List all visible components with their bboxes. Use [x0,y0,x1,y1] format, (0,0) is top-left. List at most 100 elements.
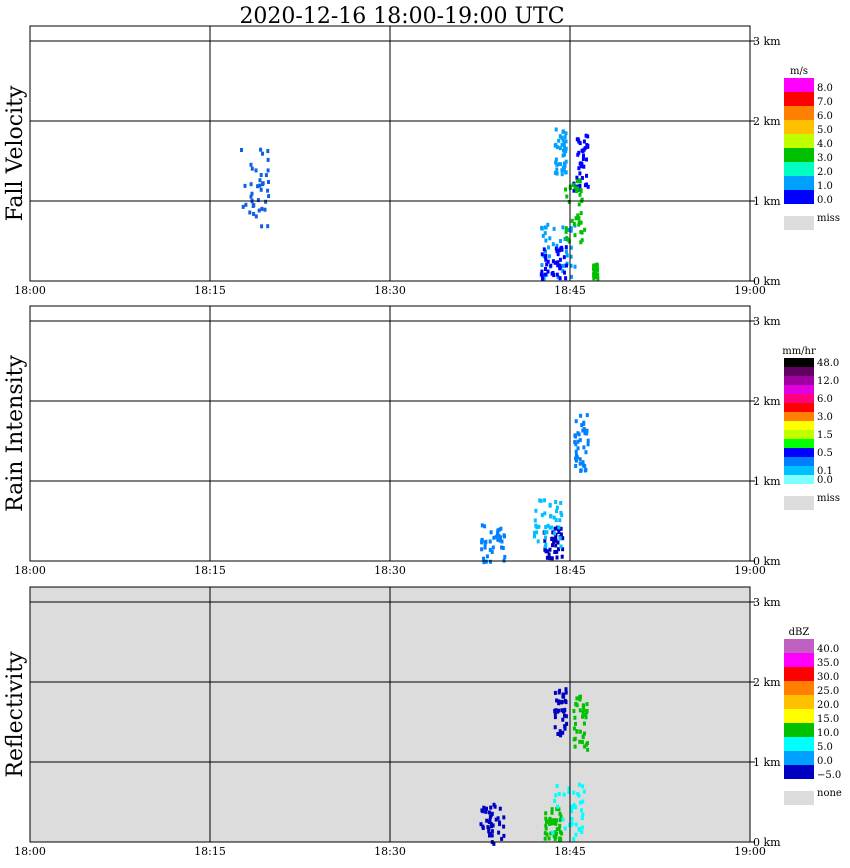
echo-cell [553,715,557,720]
echo-cell [260,224,264,229]
echo-cell [480,540,484,545]
echo-cell [564,245,568,250]
echo-cell [488,818,492,823]
echo-cell [554,518,558,523]
echo-cell [547,836,551,841]
echo-cell [483,524,487,529]
echo-cell [584,450,588,455]
echo-cell [572,709,576,713]
echo-cell [595,262,599,267]
echo-cell [543,272,547,277]
echo-cell [556,732,560,736]
echo-cluster [539,245,568,281]
echo-cell [555,272,559,277]
echo-cell [545,555,549,560]
colorbar-swatch [784,367,814,376]
colorbar-swatch [784,134,814,148]
echo-cell [563,270,566,275]
echo-cell [596,276,600,281]
echo-cell [574,419,578,424]
echo-cell [503,534,506,539]
echo-cluster [553,127,568,177]
echo-cell [266,157,270,162]
colorbar-missing-swatch [784,496,814,510]
echo-cell [480,808,484,813]
echo-cell [557,525,561,530]
colorbar-swatch [784,439,814,448]
echo-cell [582,789,586,794]
echo-cell [576,439,580,444]
echo-cell [554,142,558,147]
echo-cell [570,274,573,279]
echo-cell [558,811,562,816]
echo-cell [544,267,547,271]
echo-cell [592,263,596,268]
echo-cell [556,804,560,809]
echo-cell [488,810,491,815]
colorbar-label: 4.0 [817,139,833,150]
echo-cell [544,249,547,254]
colorbar-swatch [784,667,814,681]
echo-cell [544,826,548,831]
echo-cell [577,222,581,227]
echo-cell [580,808,583,813]
echo-cell [578,192,582,197]
echo-cell [554,708,558,713]
echo-cell [554,821,558,826]
echo-cell [573,185,577,190]
echo-cell [574,822,578,827]
echo-cell [554,127,558,132]
echo-cell [583,731,586,736]
echo-cell [558,265,562,270]
echo-cell [595,274,599,278]
echo-cell [488,547,492,552]
echo-cell [581,799,585,804]
echo-cell [254,214,258,219]
colorbar-label: 0.1 [817,466,833,477]
echo-cell [553,711,557,716]
echo-cell [502,833,506,838]
echo-cell [586,747,590,752]
echo-cell [578,782,581,787]
echo-cell [541,233,545,238]
echo-cell [560,172,564,177]
colorbar-swatch [784,190,814,204]
echo-cell [559,544,563,549]
echo-cell [555,807,559,811]
colorbar-label: 0.5 [817,448,833,459]
echo-cell [540,226,544,231]
y-tick-label: 3 km [753,35,781,48]
echo-cell [560,264,564,268]
echo-cell [556,263,560,268]
echo-cell [488,831,492,836]
echo-cell [552,834,556,838]
echo-cell [547,552,551,557]
echo-cell [560,513,564,517]
echo-cell [550,271,554,276]
echo-cell [548,503,552,508]
echo-cell [484,809,488,814]
colorbar-label: 0.0 [817,756,833,767]
echo-cell [559,532,563,537]
echo-cell [554,543,558,548]
echo-cell [557,530,561,535]
echo-cell [543,231,547,236]
echo-cell [264,173,268,178]
echo-cell [564,690,568,695]
echo-cell [484,539,488,544]
echo-cell [267,194,271,199]
echo-cell [567,786,571,791]
echo-cell [552,515,556,520]
figure-title: 2020-12-16 18:00-19:00 UTC [239,4,564,29]
echo-cell [565,721,569,726]
echo-cell [489,805,493,810]
echo-cell [257,208,261,213]
echo-cell [556,162,560,167]
panel-2: Reflectivity 0 km 1 km 2 km 3 km 18:00 18:15 18… [3,586,842,858]
echo-cell [546,222,550,227]
echo-cell [564,249,568,254]
echo-cell [569,254,573,259]
panel-title: Fall Velocity [3,85,28,221]
echo-cell [575,729,579,734]
echo-cell [562,141,566,146]
